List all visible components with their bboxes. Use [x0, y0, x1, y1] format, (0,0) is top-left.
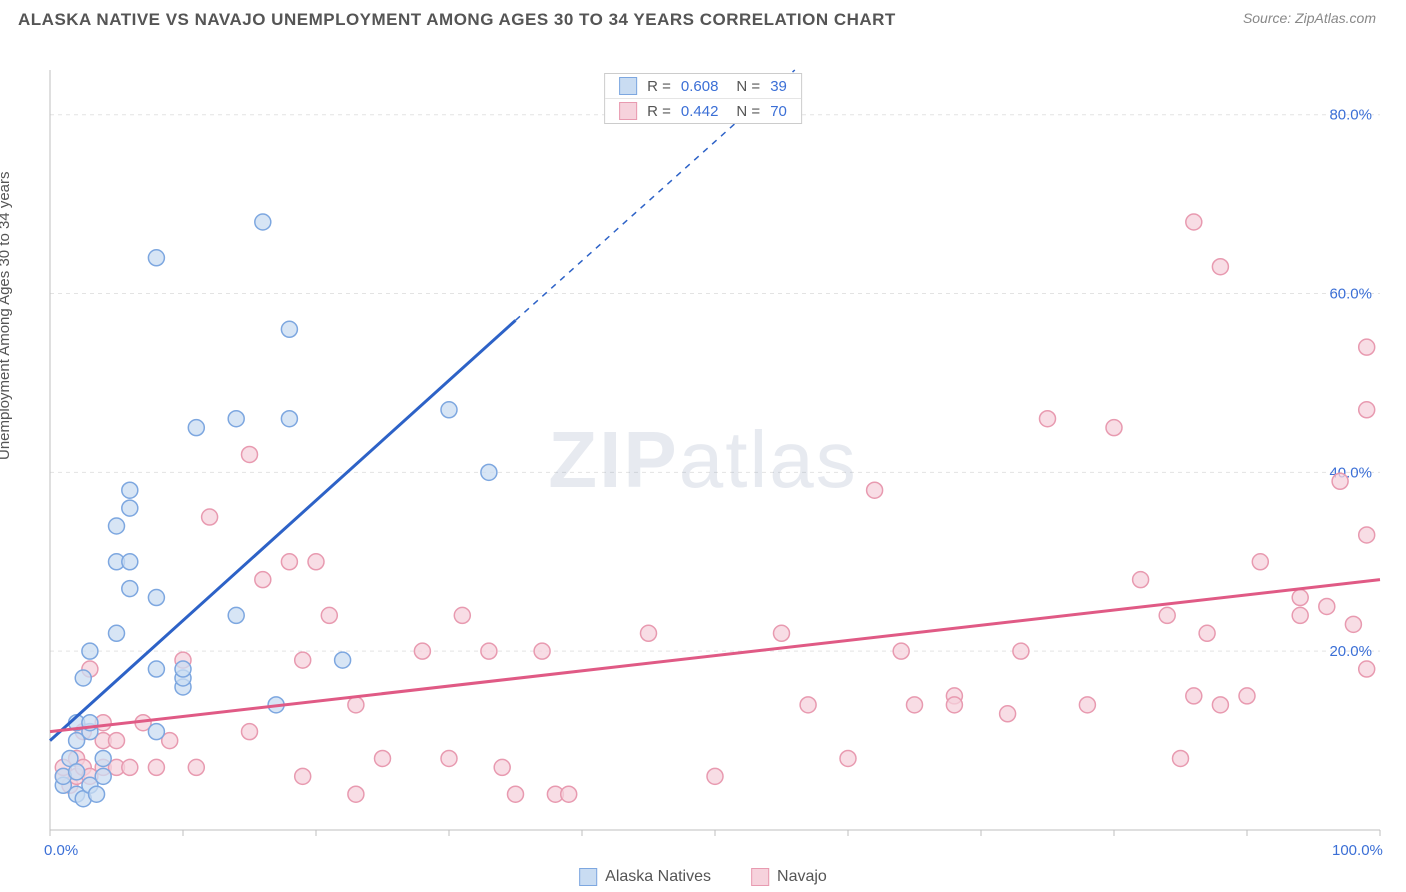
x-axis-min-label: 0.0%: [44, 842, 78, 859]
n-value: 70: [770, 103, 787, 120]
series-legend: Alaska Natives Navajo: [579, 868, 827, 886]
scatter-chart: 20.0%40.0%60.0%80.0%: [0, 30, 1406, 870]
swatch-icon: [751, 868, 769, 886]
swatch-icon: [579, 868, 597, 886]
r-label: R =: [647, 103, 671, 120]
chart-area: Unemployment Among Ages 30 to 34 years Z…: [0, 30, 1406, 890]
chart-title: ALASKA NATIVE VS NAVAJO UNEMPLOYMENT AMO…: [18, 10, 896, 30]
swatch-icon: [619, 77, 637, 95]
legend-item-alaska: Alaska Natives: [579, 868, 711, 886]
n-value: 39: [770, 78, 787, 95]
svg-text:60.0%: 60.0%: [1329, 286, 1372, 303]
corr-row-navajo: R = 0.442 N = 70: [605, 98, 801, 123]
svg-text:80.0%: 80.0%: [1329, 107, 1372, 124]
swatch-icon: [619, 102, 637, 120]
corr-row-alaska: R = 0.608 N = 39: [605, 74, 801, 98]
r-value: 0.608: [681, 78, 719, 95]
legend-label: Alaska Natives: [605, 868, 711, 886]
r-value: 0.442: [681, 103, 719, 120]
x-axis-max-label: 100.0%: [1332, 842, 1383, 859]
y-axis-label: Unemployment Among Ages 30 to 34 years: [0, 171, 13, 460]
legend-item-navajo: Navajo: [751, 868, 827, 886]
correlation-legend: R = 0.608 N = 39 R = 0.442 N = 70: [604, 73, 802, 124]
r-label: R =: [647, 78, 671, 95]
source-label: Source: ZipAtlas.com: [1243, 10, 1376, 26]
svg-text:20.0%: 20.0%: [1329, 643, 1372, 660]
n-label: N =: [736, 78, 760, 95]
legend-label: Navajo: [777, 868, 827, 886]
n-label: N =: [736, 103, 760, 120]
chart-header: ALASKA NATIVE VS NAVAJO UNEMPLOYMENT AMO…: [0, 0, 1406, 30]
